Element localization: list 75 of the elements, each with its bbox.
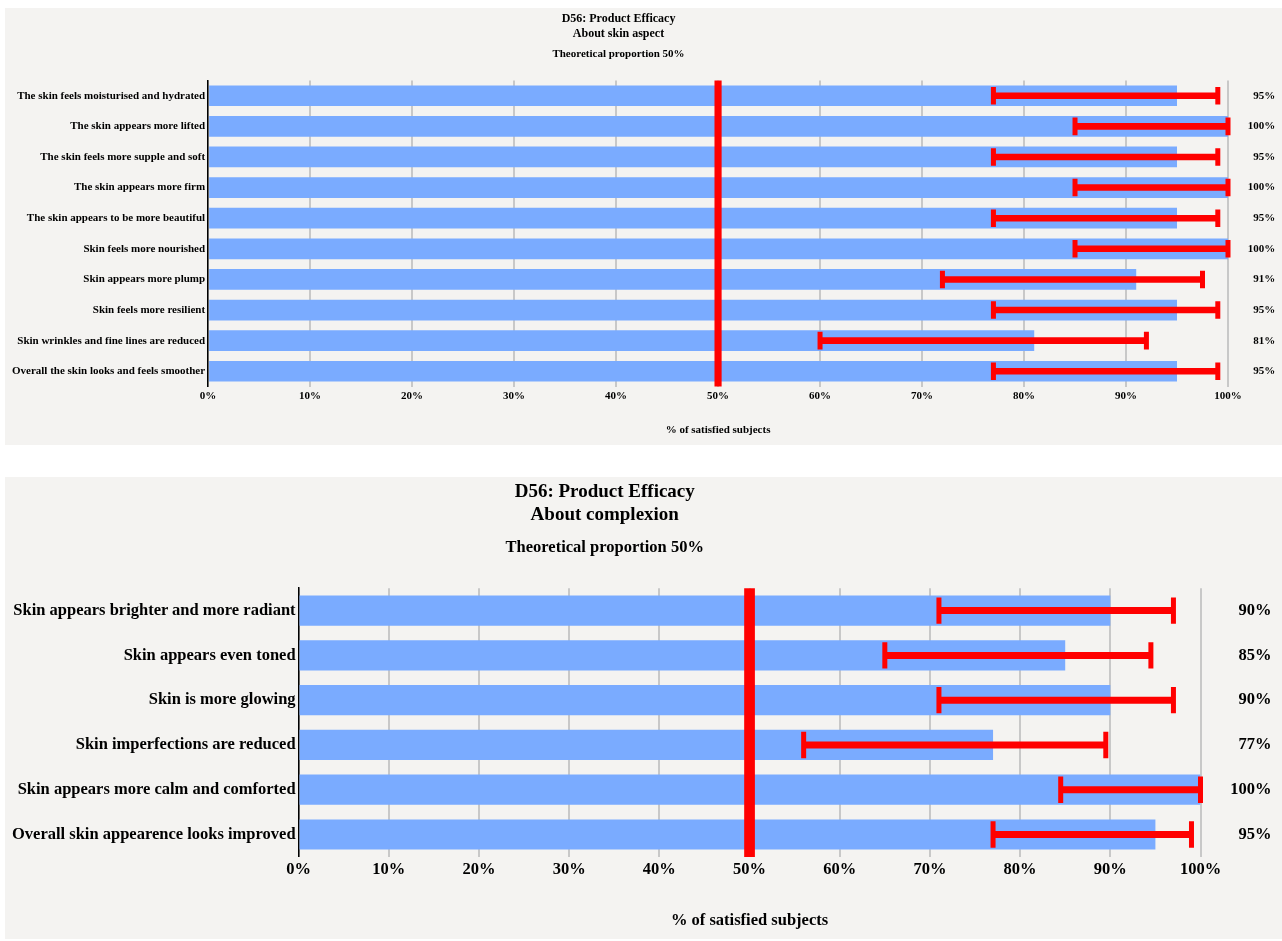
data-label: 95%: [1238, 823, 1272, 843]
data-label: 100%: [1247, 241, 1276, 254]
y-tick-label: Overall skin appearence looks improved: [11, 823, 296, 843]
data-label: 90%: [1238, 689, 1272, 709]
bar: [209, 207, 1178, 229]
x-tick-label: 10%: [299, 389, 322, 402]
x-tick-label: 80%: [1003, 859, 1037, 879]
bar: [209, 269, 1137, 290]
chart-title: D56: Product Efficacy About complexion: [514, 480, 696, 525]
y-tick-label: Skin appears even toned: [123, 644, 296, 664]
x-tick-label: 60%: [823, 859, 857, 879]
x-tick-label: 20%: [401, 389, 424, 402]
y-tick-label: Skin appears brighter and more radiant: [13, 599, 297, 619]
bar: [299, 685, 1111, 716]
data-label: 100%: [1247, 119, 1276, 132]
x-tick-label: 30%: [503, 389, 526, 402]
bar: [299, 729, 994, 761]
y-tick-label: Overall the skin looks and feels smoother: [11, 364, 206, 377]
bar: [209, 116, 1228, 137]
chart-subtitle: Theoretical proportion 50%: [505, 537, 704, 557]
x-tick-label: 90%: [1115, 389, 1138, 402]
x-tick-label: 10%: [372, 859, 406, 879]
x-tick-label: 80%: [1013, 389, 1036, 402]
data-label: 100%: [1247, 180, 1276, 193]
data-label: 95%: [1253, 88, 1276, 101]
data-label: 85%: [1238, 644, 1272, 664]
bar: [209, 299, 1178, 321]
data-label: 95%: [1253, 302, 1276, 315]
bar: [299, 819, 1156, 850]
x-tick-label: 70%: [911, 389, 934, 402]
bar: [299, 595, 1111, 626]
chart-title: D56: Product Efficacy About skin aspect: [561, 11, 676, 40]
x-tick-label: 40%: [642, 859, 676, 879]
x-tick-label: 60%: [809, 389, 832, 402]
data-label: 95%: [1253, 211, 1276, 224]
y-tick-label: Skin appears more calm and comforted: [17, 778, 296, 798]
bar: [209, 146, 1178, 168]
data-label: 90%: [1238, 599, 1272, 619]
y-tick-label: The skin feels moisturised and hydrated: [17, 88, 206, 101]
x-tick-label: 0%: [199, 389, 217, 402]
data-label: 77%: [1238, 734, 1272, 754]
x-tick-label: 0%: [286, 859, 311, 879]
y-tick-label: The skin appears more firm: [73, 180, 206, 193]
x-tick-label: 50%: [707, 389, 730, 402]
chart-subtitle: Theoretical proportion 50%: [552, 47, 685, 60]
data-label: 81%: [1253, 333, 1276, 346]
y-tick-label: Skin is more glowing: [148, 689, 297, 709]
x-tick-label: 100%: [1179, 859, 1222, 879]
x-axis-title: % of satisfied subjects: [670, 910, 829, 930]
x-tick-label: 30%: [552, 859, 586, 879]
y-tick-label: The skin appears to be more beautiful: [26, 211, 206, 224]
data-label: 95%: [1253, 149, 1276, 162]
y-tick-label: Skin appears more plump: [83, 272, 206, 285]
y-tick-label: Skin imperfections are reduced: [75, 734, 296, 754]
bar: [209, 238, 1228, 260]
bar: [209, 360, 1178, 382]
x-tick-label: 70%: [913, 859, 947, 879]
y-tick-label: Skin wrinkles and fine lines are reduced: [17, 333, 206, 346]
data-label: 91%: [1253, 272, 1276, 285]
x-tick-label: 50%: [733, 859, 767, 879]
bar: [209, 177, 1228, 198]
y-tick-label: Skin feels more resilient: [92, 302, 206, 315]
y-tick-label: Skin feels more nourished: [83, 241, 206, 254]
x-tick-label: 20%: [462, 859, 496, 879]
y-tick-label: The skin feels more supple and soft: [40, 149, 206, 162]
data-label: 100%: [1230, 778, 1272, 798]
bar: [209, 85, 1178, 107]
bar: [299, 640, 1066, 671]
y-tick-label: The skin appears more lifted: [70, 119, 206, 132]
x-axis-title: % of satisfied subjects: [665, 423, 772, 436]
x-tick-label: 40%: [605, 389, 628, 402]
bar: [299, 774, 1201, 805]
data-label: 95%: [1253, 364, 1276, 377]
x-tick-label: 100%: [1214, 389, 1242, 402]
x-tick-label: 90%: [1093, 859, 1127, 879]
